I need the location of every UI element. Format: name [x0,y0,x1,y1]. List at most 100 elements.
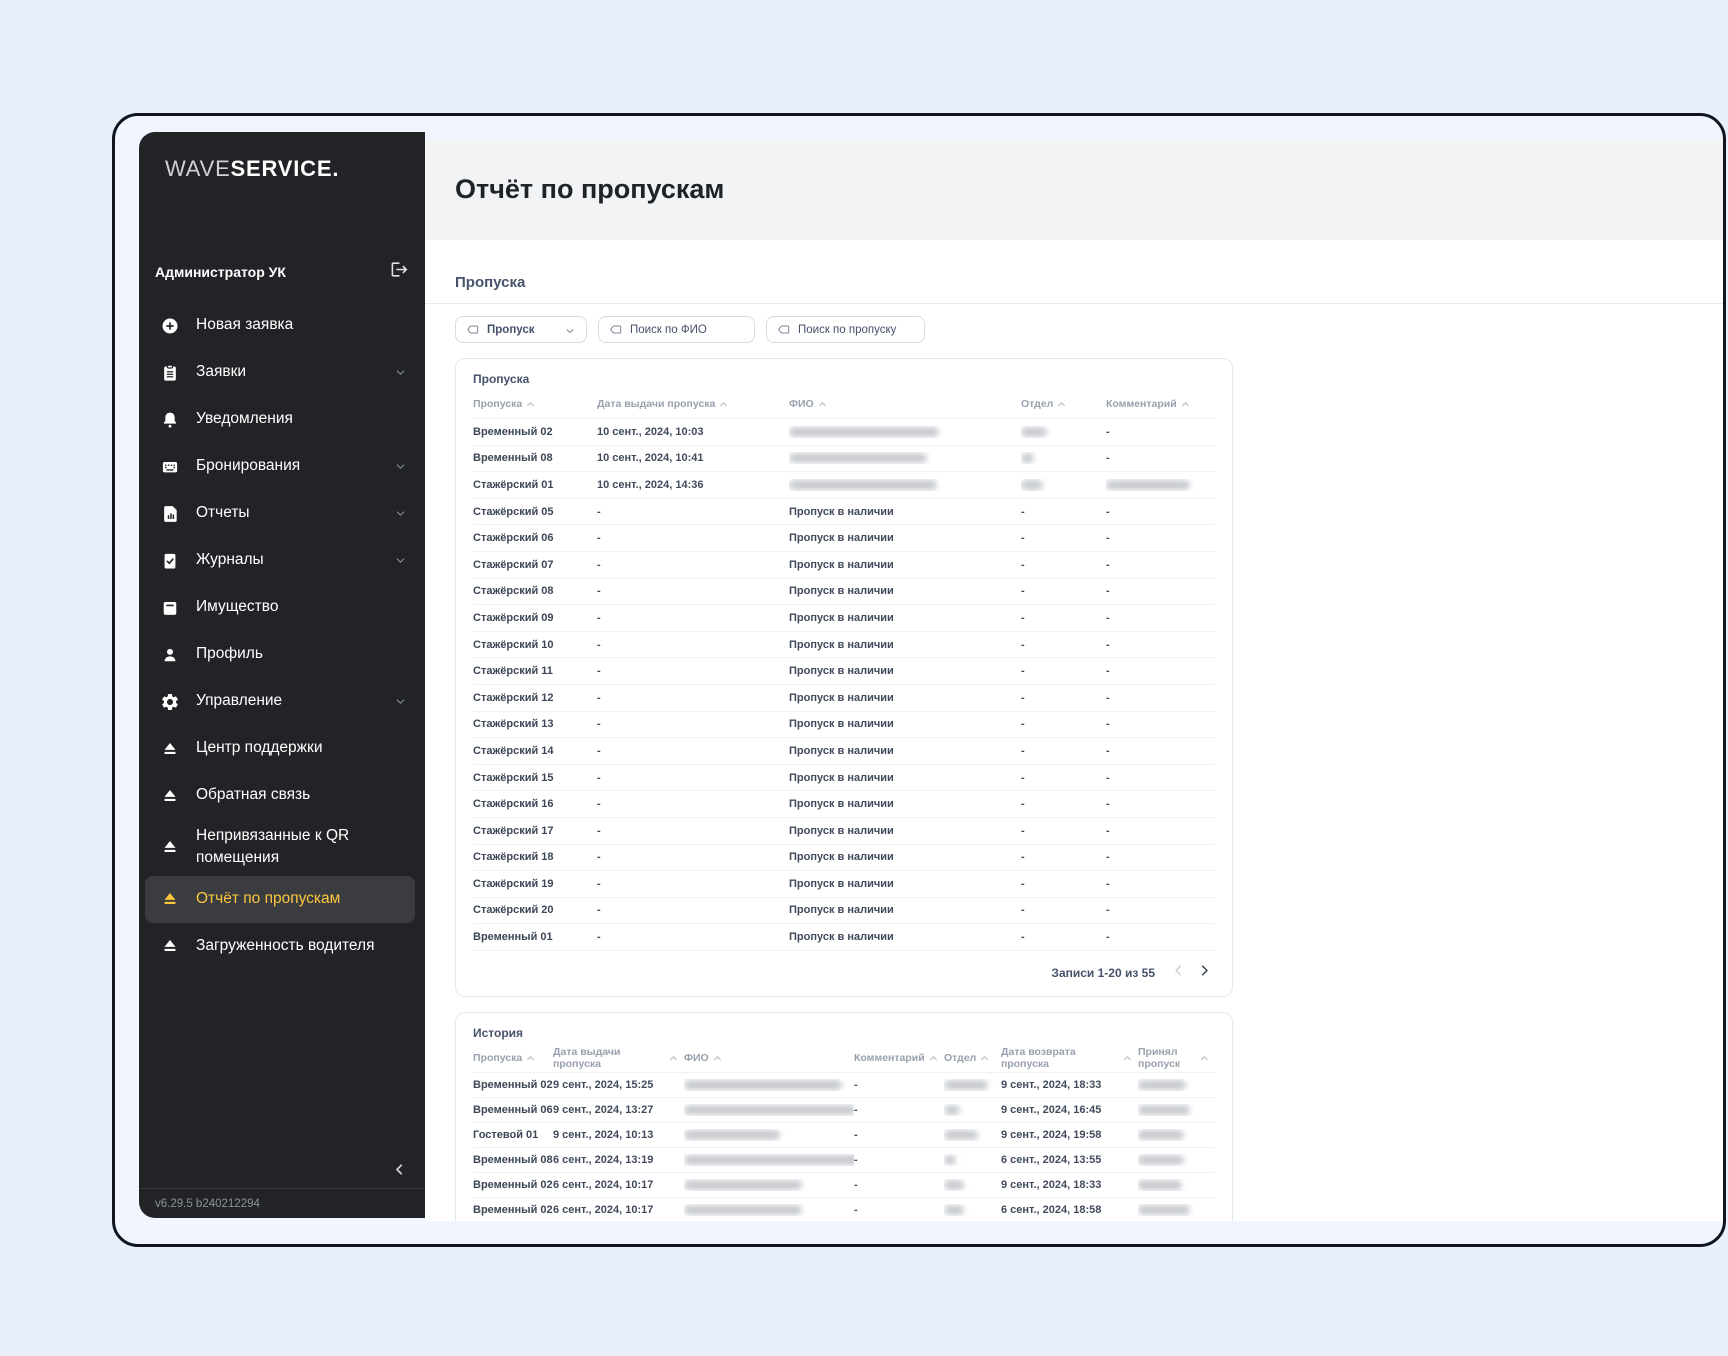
sidebar-item-11[interactable]: Непривязанные к QR помещения [139,819,425,876]
redacted-value [1106,480,1190,491]
fio-search-field[interactable] [598,316,755,343]
table-cell: - [1106,771,1110,784]
table-cell: 6 сент., 2024, 13:19 [553,1154,654,1166]
pass-type-dropdown[interactable]: Пропуск [455,316,587,343]
tag-icon [609,323,622,336]
journal-icon [160,551,180,571]
column-header[interactable]: Принял пропуск [1138,1046,1215,1070]
table-cell: Пропуск в наличии [789,718,894,731]
table-cell [789,426,1021,438]
redacted-value [1138,1180,1182,1191]
pass-search-field[interactable] [766,316,925,343]
table-cell [1021,452,1106,464]
column-header[interactable]: Отдел [944,1052,1001,1064]
sort-caret-icon [1123,1054,1132,1062]
table-cell [944,1154,1001,1166]
column-header[interactable]: Дата возврата пропуска [1001,1046,1138,1070]
table-cell: 10 сент., 2024, 10:41 [597,452,704,465]
column-header[interactable]: Дата выдачи пропуска [553,1046,684,1070]
table-row: Стажёрский 15 - Пропуск в наличии - - [473,763,1215,791]
table-cell: 9 сент., 2024, 19:58 [1001,1129,1102,1141]
table-cell [684,1129,854,1141]
table-cell [1138,1204,1215,1216]
sidebar-item-12[interactable]: Отчёт по пропускам [145,875,415,923]
table-cell [1138,1104,1215,1116]
sidebar-item-9[interactable]: Центр поддержки [139,725,425,772]
sidebar-item-5[interactable]: Журналы [139,537,425,584]
table-cell: Стажёрский 13 [473,718,554,731]
table-cell: Стажёрский 01 [473,478,554,491]
table-cell [944,1204,1001,1216]
report-icon [160,504,180,524]
table-cell: Стажёрский 08 [473,585,554,598]
table-row: Временный 02 10 сент., 2024, 10:03 - [473,418,1215,445]
table-cell: Пропуск в наличии [789,638,894,651]
box-icon [160,598,180,618]
sidebar-item-1[interactable]: Заявки [139,349,425,396]
pass-search-input[interactable] [798,323,922,336]
redacted-value [944,1155,956,1166]
column-header[interactable]: ФИО [789,398,1021,410]
redacted-value [1138,1080,1186,1091]
tag-icon [466,323,479,336]
pass-type-dropdown-value: Пропуск [487,323,535,336]
passes-table-header: Пропуска Дата выдачи пропуска ФИО Отдел Комм… [473,389,1215,418]
table-cell: - [597,718,601,731]
table-cell: - [854,1129,858,1141]
table-cell: Пропуск в наличии [789,931,894,944]
passes-table-footer: Записи 1-20 из 55 [473,949,1215,996]
sidebar-item-8[interactable]: Управление [139,678,425,725]
table-cell: - [597,532,601,545]
table-cell: Пропуск в наличии [789,665,894,678]
sidebar-item-7[interactable]: Профиль [139,631,425,678]
column-header[interactable]: ФИО [684,1052,854,1064]
table-row: Стажёрский 01 10 сент., 2024, 14:36 [473,471,1215,498]
logout-button[interactable] [390,260,409,284]
filters-row: Пропуск [455,316,925,343]
table-cell: - [1106,824,1110,837]
sidebar-item-10[interactable]: Обратная связь [139,772,425,819]
sort-caret-icon [980,1054,989,1062]
table-cell: - [854,1204,858,1216]
sidebar-item-13[interactable]: Загруженность водителя [139,923,425,970]
table-row: Стажёрский 14 - Пропуск в наличии - - [473,737,1215,764]
sidebar-item-6[interactable]: Имущество [139,584,425,631]
pagination-prev-button[interactable] [1167,962,1189,984]
table-cell: 6 сент., 2024, 10:17 [553,1179,654,1191]
redacted-value [684,1155,854,1166]
sidebar-item-2[interactable]: Уведомления [139,396,425,443]
pagination-next-button[interactable] [1193,962,1215,984]
sidebar-collapse-button[interactable] [389,1162,409,1182]
table-cell: - [597,638,601,651]
column-header[interactable]: Комментарий [1106,398,1215,410]
chevron-left-icon [1171,963,1186,983]
sidebar-item-label: Имущество [196,598,279,616]
column-header[interactable]: Пропуска [473,1052,553,1064]
table-cell: Временный 08 [473,452,553,465]
redacted-value [1138,1130,1184,1141]
sidebar-item-4[interactable]: Отчеты [139,490,425,537]
sidebar-item-3[interactable]: Бронирования [139,443,425,490]
column-header[interactable]: Пропуска [473,398,597,410]
column-header[interactable]: Комментарий [854,1052,944,1064]
column-header[interactable]: Дата выдачи пропуска [597,398,789,410]
table-cell: Стажёрский 20 [473,904,554,917]
table-cell: - [597,877,601,890]
sidebar-item-0[interactable]: Новая заявка [139,302,425,349]
column-header[interactable]: Отдел [1021,398,1106,410]
gear-icon [160,692,180,712]
chevron-down-icon [394,460,407,473]
table-cell [1138,1129,1215,1141]
redacted-value [1021,480,1043,491]
table-cell: 9 сент., 2024, 16:45 [1001,1104,1102,1116]
table-cell: - [597,931,601,944]
fio-search-input[interactable] [630,323,748,336]
table-cell: - [854,1104,858,1116]
history-table-card: История Пропуска Дата выдачи пропуска ФИО К… [455,1012,1233,1221]
table-cell: - [1106,665,1110,678]
sort-caret-icon [818,400,827,408]
history-table-title: История [473,1026,524,1040]
table-cell: Временный 02 [473,1079,553,1091]
table-cell: - [1106,638,1110,651]
passes-table-card: Пропуска Пропуска Дата выдачи пропуска ФИО… [455,358,1233,997]
